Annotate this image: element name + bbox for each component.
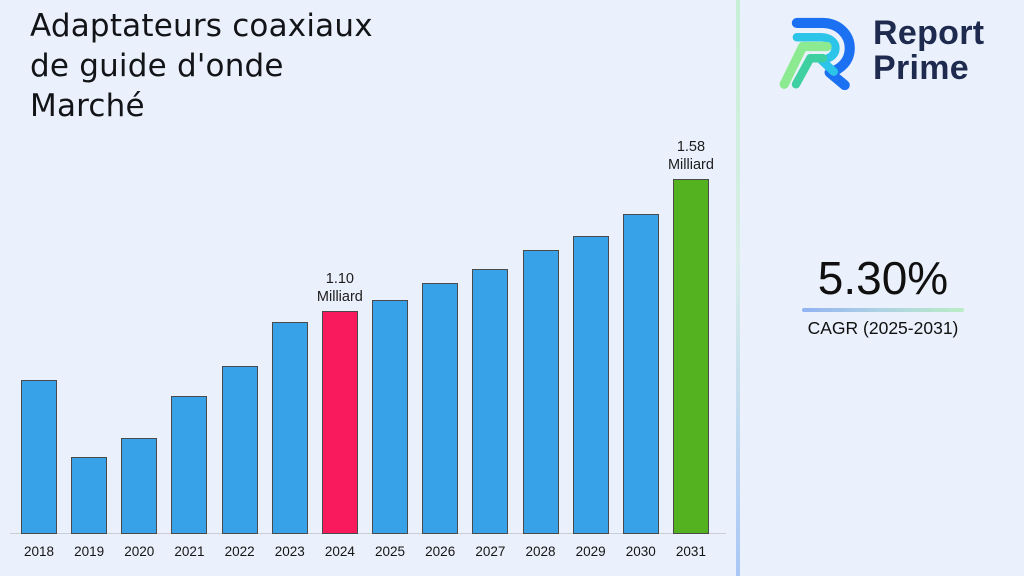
- x-tick-2029: 2029: [575, 544, 606, 559]
- x-tick-2030: 2030: [625, 544, 656, 559]
- cagr-value: 5.30%: [817, 252, 949, 304]
- bar-2024: [321, 310, 358, 534]
- bar-2022: [221, 365, 258, 534]
- bar-2027: [472, 269, 509, 534]
- x-tick-2028: 2028: [525, 544, 556, 559]
- x-tick-2025: 2025: [375, 544, 406, 559]
- cagr-underline: [802, 308, 964, 312]
- bar-2023: [271, 321, 308, 534]
- value-label-2024: 1.10 Milliard: [317, 270, 363, 306]
- brand-name-line-2: Prime: [873, 49, 969, 87]
- x-tick-2023: 2023: [274, 544, 305, 559]
- bar-2028: [522, 250, 559, 534]
- bar-2018: [21, 379, 57, 534]
- report-prime-logo-text: Report Prime: [873, 16, 984, 90]
- bar-2021: [171, 396, 208, 534]
- value-label-number: 1.10: [325, 270, 355, 287]
- bar-2026: [422, 283, 459, 534]
- bar-2025: [372, 299, 409, 534]
- page-title-line-3: Marché: [30, 88, 145, 124]
- page-title-line-1: Adaptateurs coaxiaux: [30, 8, 373, 44]
- bar-2019: [71, 456, 108, 534]
- page-title-line-2: de guide d'onde: [30, 48, 284, 84]
- x-tick-2018: 2018: [23, 544, 55, 559]
- bar-chart: 2018 2019 2020 2021 2022 2023 2024 2025 2026 2027…: [10, 138, 726, 559]
- cagr-panel: 5.30% CAGR (2025-2031): [795, 252, 971, 339]
- x-tick-2019: 2019: [74, 544, 105, 559]
- bar-2020: [121, 437, 158, 534]
- x-tick-2022: 2022: [224, 544, 255, 559]
- x-tick-2024: 2024: [324, 544, 355, 559]
- value-label-2031: 1.58 Milliard: [668, 138, 714, 174]
- value-label-unit: Milliard: [667, 156, 714, 173]
- x-tick-2020: 2020: [124, 544, 155, 559]
- x-tick-2026: 2026: [425, 544, 456, 559]
- bar-2030: [622, 214, 659, 534]
- page-title: Adaptateurs coaxiaux de guide d'onde Mar…: [30, 6, 373, 126]
- x-tick-2021: 2021: [174, 544, 205, 559]
- vertical-divider: [736, 0, 740, 576]
- value-label-number: 1.58: [676, 138, 706, 155]
- bar-2029: [572, 236, 609, 534]
- cagr-label: CAGR (2025-2031): [807, 318, 959, 338]
- value-label-unit: Milliard: [316, 288, 363, 305]
- brand-name-line-1: Report: [873, 14, 985, 52]
- x-axis-line: [10, 533, 726, 534]
- x-tick-2031: 2031: [675, 544, 706, 559]
- bar-2031: [672, 178, 709, 534]
- report-prime-logo: Report Prime: [775, 8, 984, 90]
- x-tick-2027: 2027: [475, 544, 506, 559]
- report-prime-logo-icon: [779, 17, 855, 90]
